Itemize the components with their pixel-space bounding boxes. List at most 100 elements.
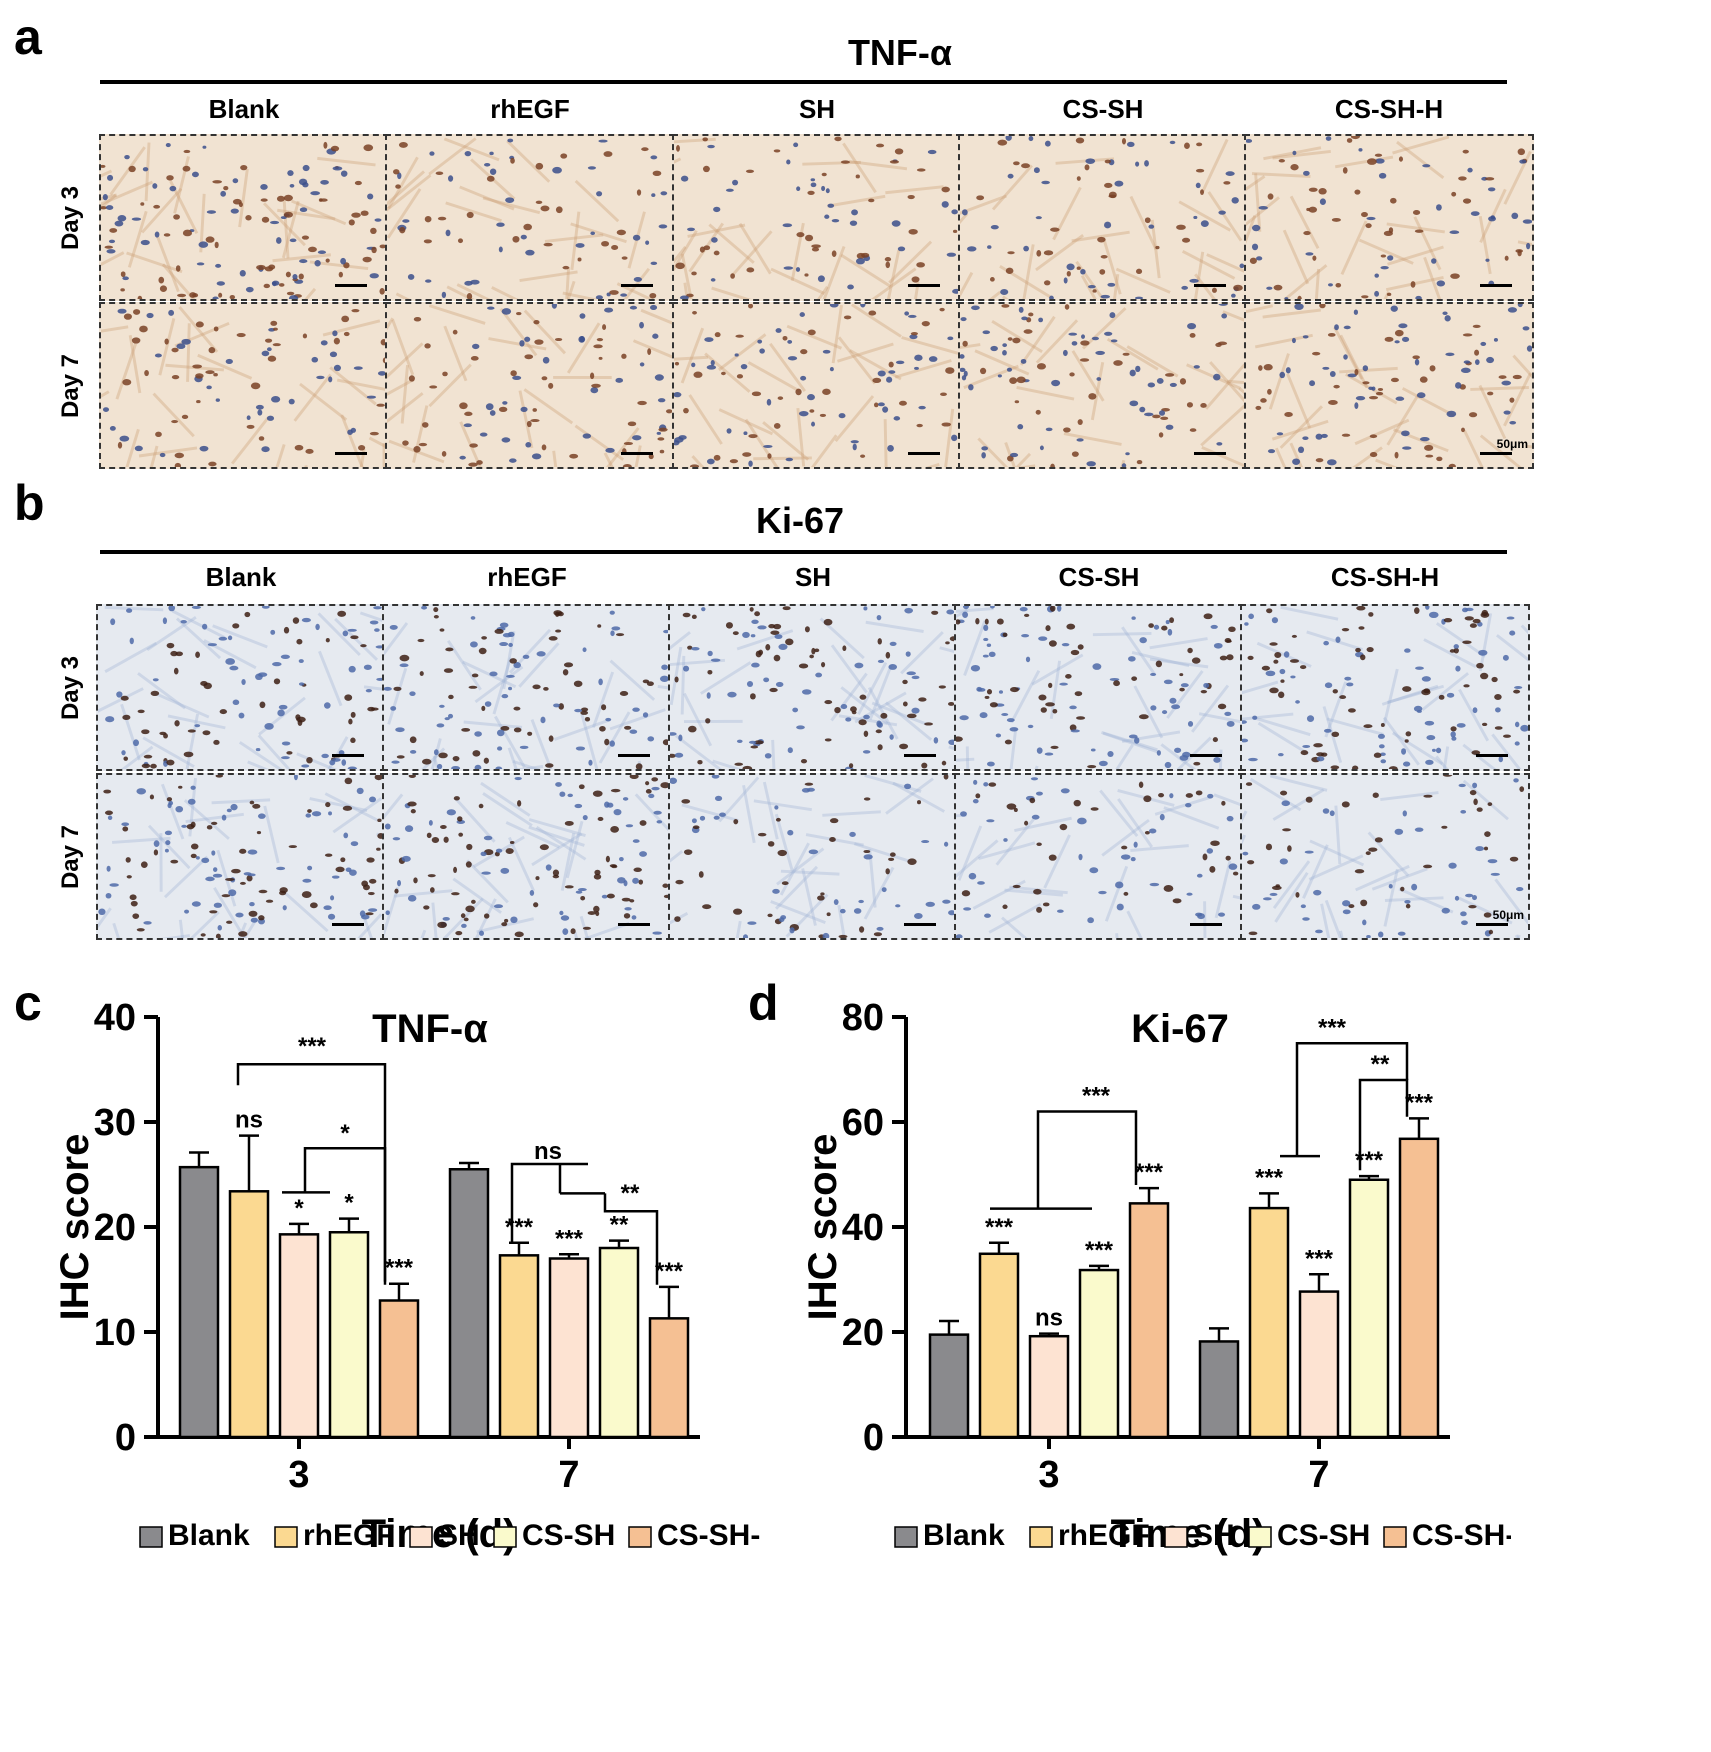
tissue-texture [1242,775,1528,938]
tissue-texture [956,606,1242,769]
tnf-col-label: rhEGF [490,94,570,124]
bar [1298,1290,1340,1439]
y-tick-label: 40 [842,1207,884,1249]
bracket-label: ns [534,1138,562,1165]
y-tick-label: 40 [94,1000,136,1039]
ki67-micrograph-tile [954,604,1244,771]
chart-title: Ki-67 [1131,1007,1229,1051]
bar [1198,1340,1240,1439]
significance-label: * [294,1195,304,1222]
tnf-col-label: SH [798,94,836,124]
bar [1248,1206,1290,1439]
scale-bar-label: 50μm [1492,908,1524,922]
tissue-texture [101,306,387,467]
tissue-texture [960,136,1246,299]
bar [178,1165,220,1439]
scale-bar [332,923,364,926]
x-tick-label: 3 [288,1454,309,1496]
scale-bar [621,284,653,287]
tissue-texture [1242,606,1528,769]
scale-bar [1190,754,1222,757]
significance-bracket [1295,1042,1409,1157]
ki67-col-label: rhEGF [487,562,567,592]
legend-swatch [1248,1526,1272,1548]
bar [278,1233,320,1439]
bar [598,1246,640,1439]
ki67-micrograph-tile [668,604,958,771]
y-tick-label: 60 [842,1102,884,1144]
significance-bracket [303,1147,387,1282]
panel-a-rule [100,80,1507,84]
bar [1128,1202,1170,1439]
significance-label: *** [555,1225,584,1252]
bar [648,1317,690,1439]
y-tick-label: 10 [94,1312,136,1354]
y-axis-label: IHC score [53,1134,97,1321]
bracket-label: * [340,1120,350,1147]
tnf-micrograph-tile [672,134,962,301]
scale-bar [618,923,650,926]
ki67-col-label: SH [794,562,832,592]
scale-bar [332,754,364,757]
legend-entry: SH [1193,1519,1235,1552]
ki67-micrograph-tile [96,773,386,940]
scale-bar [908,452,940,455]
y-axis-label: IHC score [801,1134,845,1321]
tissue-texture [956,777,1242,938]
significance-label: *** [1255,1164,1284,1191]
significance-bracket [1358,1078,1409,1171]
legend-swatch [1164,1526,1188,1548]
panel-letter-c: c [14,975,42,1031]
legend-entry: CS-SH-H [657,1519,760,1552]
significance-label: *** [1305,1245,1334,1272]
bar [1078,1268,1120,1439]
bracket-label: *** [1318,1014,1347,1041]
bracket-label: *** [298,1033,327,1060]
scale-bar [1476,754,1508,757]
legend-swatch [1383,1526,1407,1548]
bar [328,1231,370,1439]
x-axis-label: Time (d) [1111,1512,1266,1556]
y-tick-label: 80 [842,1000,884,1039]
tissue-texture [101,141,387,299]
scale-bar-label: 50μm [1496,437,1528,451]
scale-bar [335,284,367,287]
ki67-micrograph-tile [382,773,672,940]
ki67-col-label: Blank [205,562,277,592]
ki67-micrograph-tile [382,604,672,771]
ki67-micrograph-tile [668,773,958,940]
y-tick-label: 0 [115,1417,136,1459]
scale-bar [621,452,653,455]
bar [548,1257,590,1439]
scale-bar [1190,923,1222,926]
tnf-micrograph-tile [385,302,675,469]
significance-label: *** [385,1255,414,1282]
tnf-micrograph-tile [99,302,389,469]
scale-bar [1476,923,1508,926]
significance-label: *** [1405,1089,1434,1116]
tissue-texture [1246,136,1532,299]
tnf-micrograph-tile [385,134,675,301]
legend-swatch [894,1526,918,1548]
y-tick-label: 20 [842,1312,884,1354]
significance-label: *** [505,1214,534,1241]
legend-entry: rhEGF [303,1519,395,1552]
significance-label: *** [1085,1237,1114,1264]
y-tick-label: 30 [94,1102,136,1144]
tissue-texture [384,775,670,938]
scale-bar [908,284,940,287]
tnf-col-label: CS-SH-H [1334,94,1444,124]
tissue-texture [670,775,956,938]
significance-label: *** [985,1214,1014,1241]
bar [1028,1334,1070,1439]
bar [448,1168,490,1439]
panel-b-title: Ki-67 [755,500,845,541]
legend-entry: Blank [168,1519,250,1552]
legend-swatch [1029,1526,1053,1548]
legend-entry: SH [438,1519,480,1552]
tnf-micrograph-tile [99,134,389,301]
ki67-micrograph-tile [96,604,386,771]
tissue-texture [384,606,670,769]
